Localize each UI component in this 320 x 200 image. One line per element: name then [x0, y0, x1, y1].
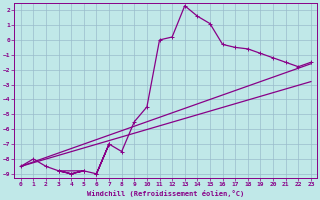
X-axis label: Windchill (Refroidissement éolien,°C): Windchill (Refroidissement éolien,°C): [87, 190, 244, 197]
